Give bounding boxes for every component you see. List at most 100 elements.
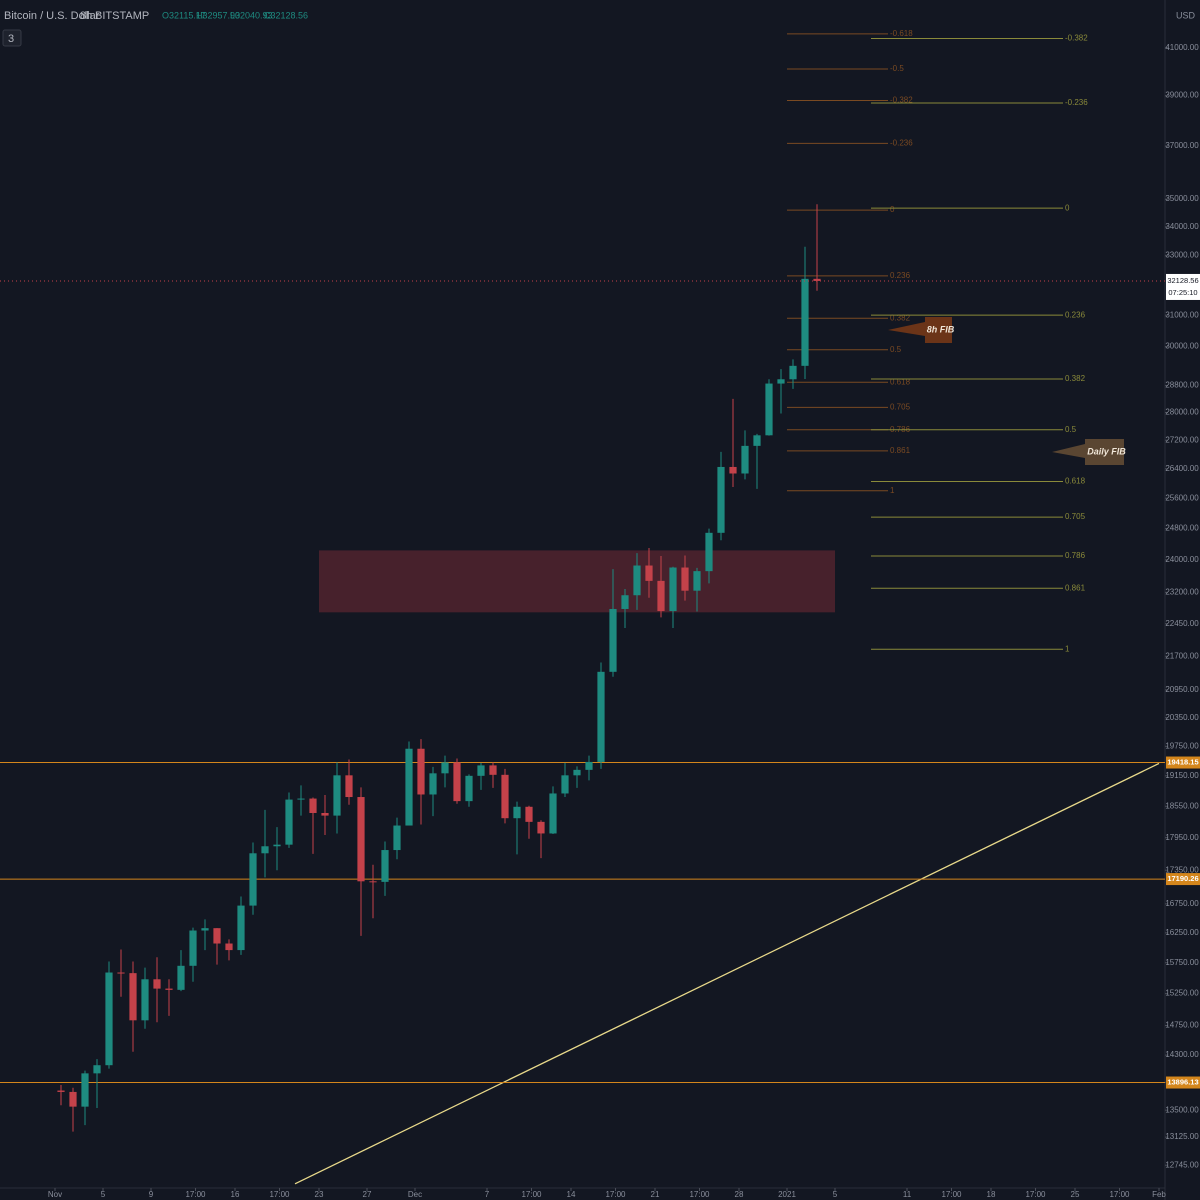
candle-body (753, 435, 761, 446)
candle-body (501, 774, 509, 819)
x-tick-label: Feb (1152, 1190, 1166, 1199)
callout (888, 317, 952, 343)
candle-body (513, 806, 521, 819)
candle-body (585, 761, 593, 770)
price-level-tag (1166, 756, 1200, 769)
x-tick-label: 11 (903, 1190, 912, 1199)
candle-body (69, 1091, 77, 1107)
candle-body (297, 798, 305, 800)
candle-body (765, 383, 773, 436)
fib-level-label: 0.618 (1065, 477, 1086, 486)
candle-body (81, 1073, 89, 1107)
price-level-label: 19418.15 (1167, 758, 1198, 767)
x-tick-label: 17:00 (185, 1190, 206, 1199)
countdown: 07:25:10 (1168, 288, 1197, 297)
x-tick-label: 25 (1071, 1190, 1080, 1199)
candle-body (729, 466, 737, 474)
y-tick-label: 23200.00 (1165, 587, 1199, 596)
exchange: BITSTAMP (95, 10, 149, 22)
candle-body (153, 979, 161, 989)
fib-level-label: 0.382 (890, 313, 911, 322)
y-tick-label: 25600.00 (1165, 493, 1199, 502)
y-tick-label: 15750.00 (1165, 958, 1199, 967)
trendline (294, 762, 1160, 1185)
fib-level-label: 0.5 (1065, 425, 1077, 434)
callout-label: 8h FIB (927, 324, 955, 334)
candle-body (645, 565, 653, 581)
candle-body (537, 821, 545, 834)
fib-level-label: -0.236 (1065, 98, 1088, 107)
candle-body (597, 671, 605, 762)
y-tick-label: 24000.00 (1165, 555, 1199, 564)
y-tick-label: 17950.00 (1165, 833, 1199, 842)
supply-zone (319, 550, 835, 613)
candle-body (165, 988, 173, 990)
indicator-count[interactable]: 3 (8, 33, 14, 45)
y-tick-label: 18550.00 (1165, 801, 1199, 810)
plot: -0.618 -0.5 -0.382 -0.236 0 0.236 0.382 0.5 0.61… (0, 29, 1165, 1185)
last-price-label: 32128.56 (1167, 276, 1198, 285)
candle-body (489, 765, 497, 775)
candle-body (777, 379, 785, 384)
symbol-title: Bitcoin / U.S. Dollar (4, 10, 100, 22)
y-tick-label: 21700.00 (1165, 651, 1199, 660)
y-tick-label: 12745.00 (1165, 1160, 1199, 1169)
candle-body (561, 775, 569, 794)
fib-level-label: 0.861 (890, 446, 911, 455)
candle-body (321, 812, 329, 816)
candle-body (225, 943, 233, 951)
fib-level-label: -0.5 (890, 64, 904, 73)
candle-body (573, 769, 581, 776)
candle-body (333, 775, 341, 816)
candle-body (705, 532, 713, 572)
callout (1052, 439, 1124, 465)
interval: 8h (80, 10, 92, 22)
candle-body (213, 928, 221, 944)
candle-body (465, 775, 473, 802)
candle-body (477, 765, 485, 776)
fib-level-label: 0.5 (890, 345, 902, 354)
x-tick-label: 18 (987, 1190, 996, 1199)
x-tick-label: Dec (408, 1190, 422, 1199)
y-tick-label: 14750.00 (1165, 1021, 1199, 1030)
ohlc-open: O32115.17 (162, 10, 206, 20)
y-tick-label: 35000.00 (1165, 194, 1199, 203)
x-tick-label: 5 (101, 1190, 106, 1199)
y-tick-label: 16250.00 (1165, 928, 1199, 937)
candle-body (381, 850, 389, 882)
x-tick-label: 9 (149, 1190, 154, 1199)
fib-level-label: 1 (890, 486, 895, 495)
x-tick-label: 28 (735, 1190, 744, 1199)
candle-body (681, 567, 689, 591)
y-tick-label: 26400.00 (1165, 464, 1199, 473)
y-tick-label: 20350.00 (1165, 713, 1199, 722)
last-price-tag (1166, 273, 1200, 300)
fib-level-label: 0.705 (890, 402, 911, 411)
x-tick-label: 17:00 (941, 1190, 962, 1199)
candle-body (549, 793, 557, 834)
x-tick-label: 17:00 (1025, 1190, 1046, 1199)
candle-body (189, 930, 197, 966)
candle-body (309, 798, 317, 813)
ohlc-low: L32040.93 (230, 10, 273, 20)
y-tick-label: 19750.00 (1165, 741, 1199, 750)
candle-body (201, 928, 209, 931)
candle-body (57, 1090, 65, 1092)
fib-level-label: 1 (1065, 644, 1070, 653)
candle-body (621, 595, 629, 609)
price-level-label: 13896.13 (1167, 1078, 1198, 1087)
indicator-toggle[interactable] (2, 29, 22, 47)
candle-body (717, 466, 725, 533)
candle-body (609, 608, 617, 672)
x-tick-label: 27 (363, 1190, 372, 1199)
candle-body (741, 445, 749, 474)
x-tick-label: 17:00 (605, 1190, 626, 1199)
x-tick-label: Nov (48, 1190, 62, 1199)
candle-body (429, 773, 437, 795)
y-tick-label: 17350.00 (1165, 865, 1199, 874)
x-tick-label: 17:00 (521, 1190, 542, 1199)
y-tick-label: 24800.00 (1165, 524, 1199, 533)
x-tick-label: 7 (485, 1190, 490, 1199)
y-tick-label: 37000.00 (1165, 141, 1199, 150)
